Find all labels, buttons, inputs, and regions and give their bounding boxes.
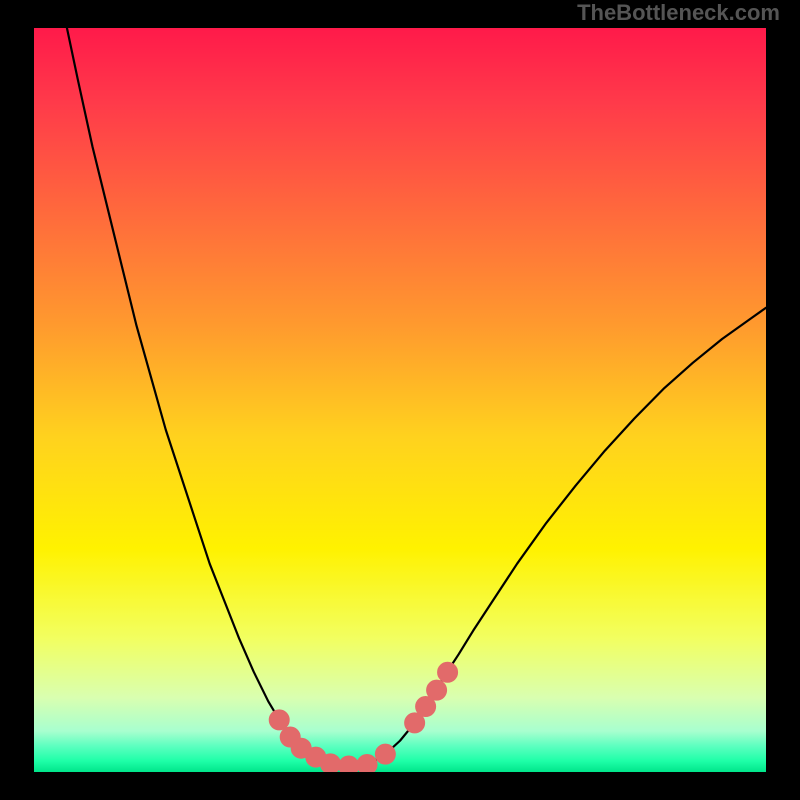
curve-marker — [357, 755, 377, 772]
curve-marker — [339, 756, 359, 772]
curve-marker — [438, 662, 458, 682]
curve-marker — [427, 680, 447, 700]
curve-marker — [320, 754, 340, 772]
curve-marker — [375, 744, 395, 764]
plot-area — [34, 28, 766, 772]
curve-marker — [269, 710, 289, 730]
plot-frame — [0, 0, 800, 800]
curve-markers — [269, 662, 457, 772]
bottleneck-curve — [67, 28, 766, 766]
curve-overlay — [34, 28, 766, 772]
watermark-text: TheBottleneck.com — [577, 0, 780, 26]
